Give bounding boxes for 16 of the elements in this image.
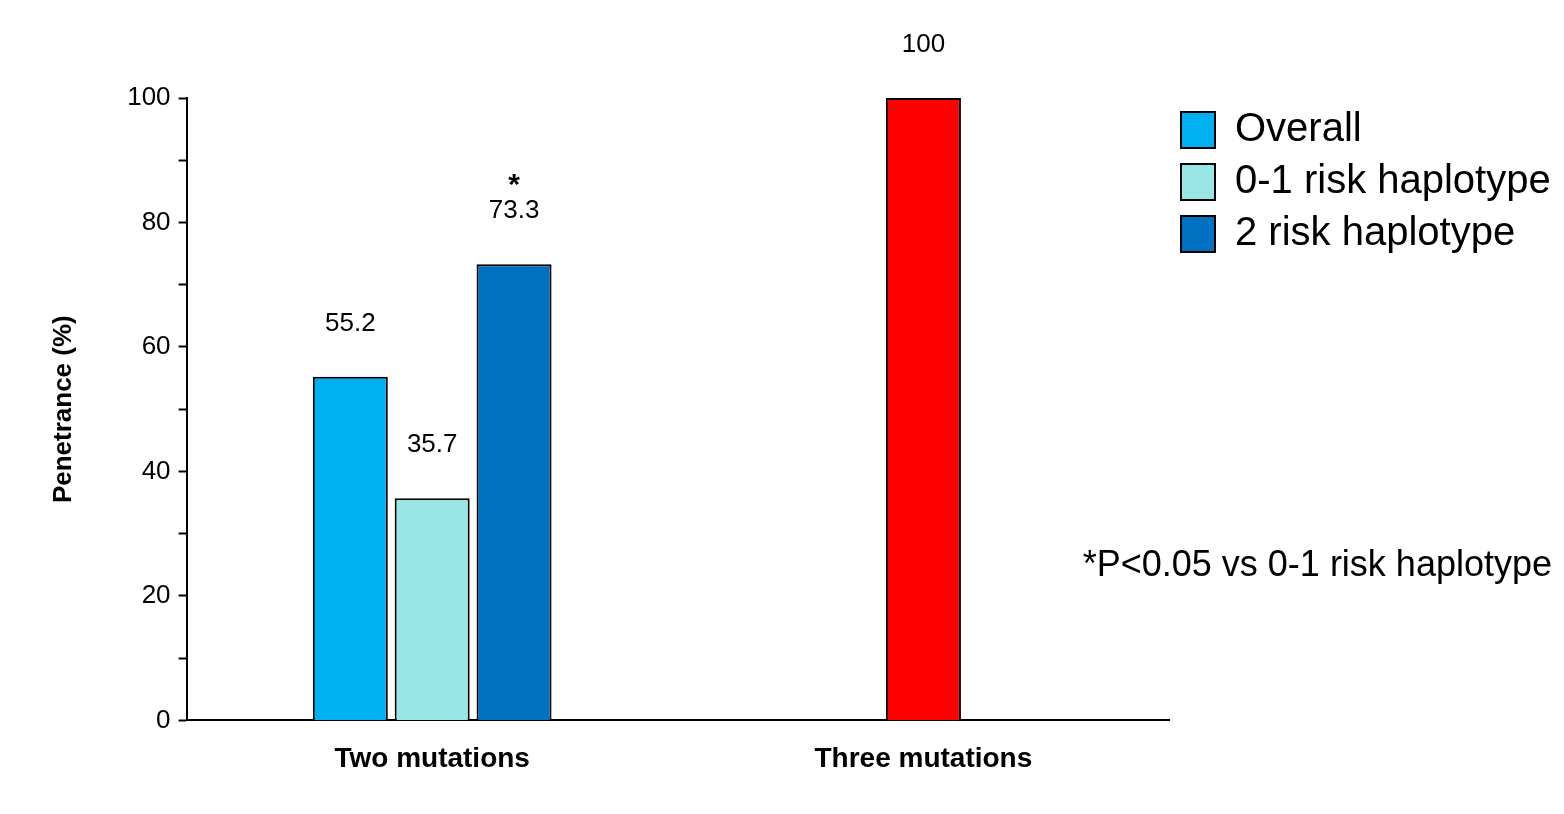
legend-label: 2 risk haplotype bbox=[1235, 209, 1516, 254]
y-tick-label: 80 bbox=[141, 205, 171, 236]
legend-label: Overall bbox=[1235, 105, 1362, 150]
data-label: 35.7 bbox=[406, 428, 458, 459]
data-label: 55.2 bbox=[325, 306, 376, 337]
y-tick-label: 100 bbox=[127, 81, 171, 112]
y-axis-title: Penetrance (%) bbox=[46, 315, 77, 504]
y-tick-label: 0 bbox=[156, 703, 171, 734]
y-tick-label: 40 bbox=[141, 454, 171, 485]
x-tick-label: Three mutations bbox=[814, 741, 1033, 773]
y-tick-label: 20 bbox=[141, 579, 171, 610]
data-label: 100 bbox=[901, 28, 946, 58]
annotation: *P<0.05 vs 0-1 risk haplotype bbox=[1082, 543, 1552, 584]
y-tick-label: 60 bbox=[141, 330, 171, 361]
legend-label: 0-1 risk haplotype bbox=[1235, 157, 1551, 202]
x-tick-label: Two mutations bbox=[334, 741, 530, 773]
